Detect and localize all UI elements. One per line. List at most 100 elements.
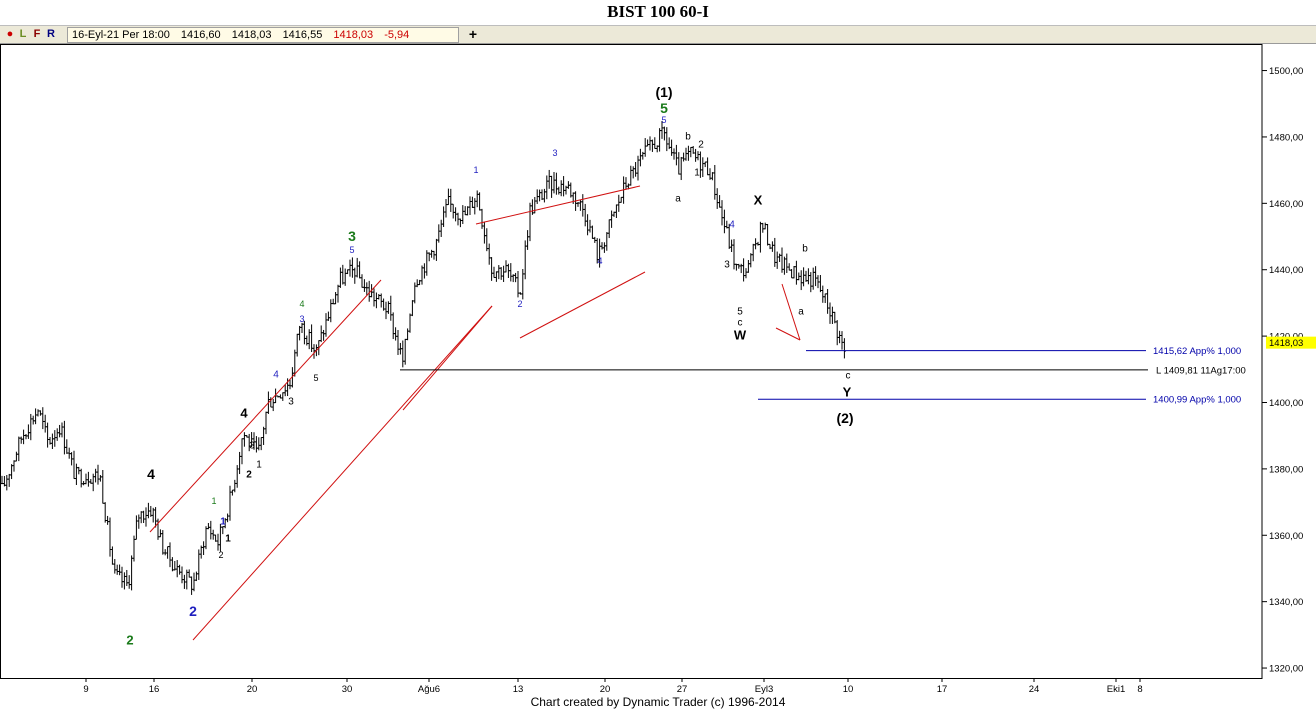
wave-label: B bbox=[0, 44, 5, 48]
ohlc-bar bbox=[50, 433, 54, 450]
y-tick-label: 1400,00 bbox=[1269, 398, 1303, 409]
ohlc-bar bbox=[86, 471, 90, 487]
ohlc-bar bbox=[62, 420, 66, 455]
ohlc-bar bbox=[12, 460, 16, 472]
x-tick-label: Eyl3 bbox=[755, 684, 773, 694]
f-button[interactable]: F bbox=[33, 28, 41, 40]
ohlc-bar bbox=[806, 268, 810, 285]
price-chart[interactable]: 1320,001340,001360,001380,001400,001420,… bbox=[0, 44, 1316, 694]
ohlc-bar bbox=[607, 219, 611, 239]
ohlc-bar bbox=[569, 182, 573, 198]
ohlc-bar bbox=[478, 192, 482, 211]
ohlc-bar bbox=[235, 465, 239, 488]
ohlc-bar bbox=[122, 572, 126, 590]
ohlc-bar bbox=[209, 520, 213, 540]
ohlc-bar bbox=[7, 473, 11, 487]
ohlc-bar bbox=[190, 576, 194, 595]
wave-label: a bbox=[675, 194, 681, 205]
ohlc-bar bbox=[125, 569, 129, 587]
r-button[interactable]: R bbox=[47, 28, 55, 40]
ohlc-bar bbox=[408, 313, 412, 333]
ohlc-bar bbox=[29, 413, 33, 441]
add-button[interactable]: + bbox=[468, 26, 478, 42]
ohlc-bar bbox=[482, 221, 486, 244]
ohlc-bar bbox=[355, 257, 359, 278]
ohlc-bar bbox=[377, 294, 381, 300]
ohlc-bar bbox=[110, 546, 114, 565]
ohlc-bar bbox=[590, 225, 594, 239]
y-tick-label: 1480,00 bbox=[1269, 132, 1303, 143]
ohlc-bar bbox=[406, 328, 410, 341]
ohlc-bar bbox=[552, 172, 556, 194]
ohlc-bar bbox=[814, 266, 818, 287]
ohlc-bar bbox=[180, 566, 184, 584]
ohlc-bar bbox=[826, 288, 830, 314]
wave-label: (1) bbox=[655, 84, 672, 100]
quote-display: 16-Eyl-21 Per 18:00 1416,60 1418,03 1416… bbox=[67, 27, 459, 43]
ohlc-bar bbox=[137, 514, 141, 529]
wave-label: 3 bbox=[249, 441, 255, 452]
ohlc-bar bbox=[24, 434, 28, 440]
ohlc-bar bbox=[550, 175, 554, 198]
ohlc-bar bbox=[422, 263, 426, 279]
ohlc-bar bbox=[689, 146, 693, 158]
ohlc-bar bbox=[108, 517, 112, 557]
ohlc-bar bbox=[823, 293, 827, 304]
ohlc-bar bbox=[374, 292, 378, 309]
ohlc-bar bbox=[319, 325, 323, 343]
quote-open: 1416,60 bbox=[180, 29, 221, 41]
wave-label: 3 bbox=[348, 228, 356, 244]
ohlc-bar bbox=[684, 147, 688, 161]
ohlc-bar bbox=[101, 469, 105, 504]
ohlc-bar bbox=[204, 526, 208, 550]
trend-line bbox=[149, 279, 382, 533]
ohlc-bar bbox=[127, 575, 131, 589]
ohlc-bar bbox=[751, 243, 755, 262]
wave-label: 4 bbox=[240, 406, 248, 421]
ohlc-bar bbox=[581, 194, 585, 217]
ohlc-bar bbox=[696, 151, 700, 161]
trend-line bbox=[781, 283, 801, 341]
x-tick-label: 27 bbox=[677, 684, 688, 694]
ohlc-bar bbox=[742, 258, 746, 282]
ohlc-bar bbox=[643, 138, 647, 157]
wave-label: b bbox=[802, 244, 808, 255]
ohlc-bar bbox=[588, 219, 592, 233]
plot-frame bbox=[0, 44, 1263, 679]
l-button[interactable]: L bbox=[19, 28, 27, 40]
x-tick-label: 20 bbox=[247, 684, 258, 694]
y-tick-label: 1340,00 bbox=[1269, 597, 1303, 608]
quote-change: -5,94 bbox=[384, 29, 410, 41]
x-tick-label: 20 bbox=[600, 684, 611, 694]
y-tick-label: 1440,00 bbox=[1269, 265, 1303, 276]
wave-label: 2 bbox=[126, 633, 133, 648]
ohlc-bar bbox=[163, 549, 167, 556]
ohlc-bar bbox=[785, 253, 789, 273]
ohlc-bar bbox=[497, 265, 501, 280]
ohlc-bar bbox=[336, 284, 340, 303]
ohlc-bar bbox=[614, 204, 618, 219]
ohlc-bar bbox=[348, 259, 352, 277]
ohlc-bar bbox=[730, 239, 734, 253]
wave-label: 3 bbox=[288, 397, 294, 408]
ohlc-bar bbox=[624, 177, 628, 190]
ohlc-bars bbox=[0, 120, 846, 595]
ohlc-bar bbox=[593, 236, 597, 243]
ohlc-bar bbox=[391, 312, 395, 340]
trend-line bbox=[519, 271, 646, 339]
record-button[interactable]: ● bbox=[6, 28, 14, 40]
ohlc-bar bbox=[120, 566, 124, 588]
level-label: 1400,99 App% 1,000 bbox=[1153, 395, 1241, 406]
wave-label: Y bbox=[843, 385, 852, 400]
ohlc-bar bbox=[341, 264, 345, 285]
ohlc-bar bbox=[439, 219, 443, 237]
ohlc-bar bbox=[106, 515, 110, 525]
ohlc-bar bbox=[665, 127, 669, 152]
ohlc-bar bbox=[586, 214, 590, 236]
x-tick-label: 16 bbox=[149, 684, 160, 694]
wave-label: c bbox=[738, 318, 743, 329]
ohlc-bar bbox=[526, 230, 530, 250]
ohlc-bar bbox=[487, 243, 491, 265]
y-tick-label: 1380,00 bbox=[1269, 464, 1303, 475]
